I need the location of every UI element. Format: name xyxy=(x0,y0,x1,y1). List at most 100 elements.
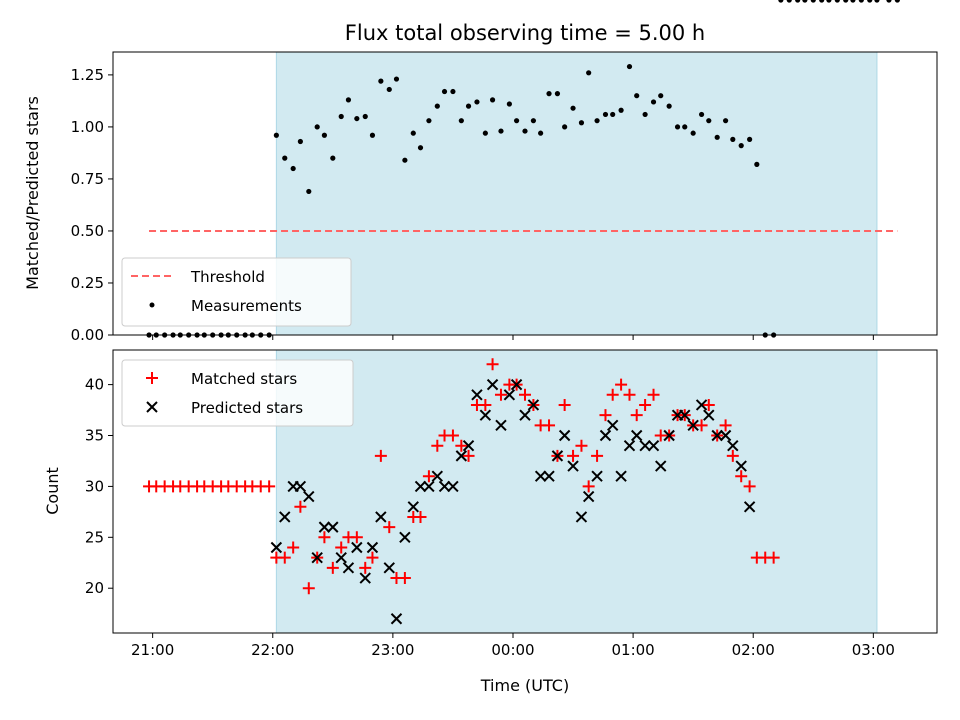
x-tick-label: 22:00 xyxy=(251,641,294,659)
measurement-point xyxy=(858,0,864,3)
measurement-point xyxy=(610,111,616,118)
count-panel: 20 25 30 35 40 21:00 22:00 23:00 00:00 01:00 02:0… xyxy=(43,349,938,659)
matched-star-point xyxy=(647,388,660,401)
predicted-star-point xyxy=(655,460,667,472)
predicted-star-point xyxy=(351,541,363,554)
matched-star-point xyxy=(318,531,331,544)
predicted-star-point xyxy=(623,439,636,452)
predicted-star-point xyxy=(294,480,307,493)
measurement-point xyxy=(642,111,648,118)
predicted-star-point xyxy=(703,409,715,421)
matched-star-point xyxy=(350,531,363,544)
measurement-point xyxy=(714,134,720,140)
predicted-star-point xyxy=(327,521,339,533)
predicted-star-point xyxy=(431,470,444,482)
ratio-y-tick-label: 1.25 xyxy=(71,66,104,84)
measurement-point xyxy=(538,130,544,136)
predicted-star-point xyxy=(359,572,371,584)
matched-legend-label: Matched stars xyxy=(191,370,297,388)
matched-star-point xyxy=(383,521,396,534)
matched-star-point xyxy=(519,388,531,401)
matched-star-point xyxy=(695,419,708,432)
predicted-star-point xyxy=(527,399,540,411)
predicted-star-point xyxy=(366,541,379,554)
predicted-star-point xyxy=(270,541,283,554)
predicted-star-point xyxy=(279,511,291,523)
x-tick-label: 03:00 xyxy=(852,641,895,659)
predicted-star-point xyxy=(591,470,603,482)
ratio-y-tick-label: 1.00 xyxy=(71,118,104,136)
measurement-point xyxy=(393,76,400,82)
matched-star-point xyxy=(615,378,628,391)
predicted-star-point xyxy=(606,419,619,432)
measurement-point xyxy=(778,0,784,3)
predicted-star-point xyxy=(743,501,756,513)
measurement-point xyxy=(650,99,657,105)
predicted-star-point xyxy=(479,409,492,421)
measurement-point xyxy=(747,136,753,142)
measurement-point xyxy=(867,0,873,3)
matched-star-point xyxy=(486,358,499,371)
measurement-point xyxy=(489,97,496,103)
matched-star-point xyxy=(374,449,387,462)
predicted-star-point xyxy=(423,480,435,493)
matched-star-point xyxy=(743,480,756,493)
count-panel-frame xyxy=(112,349,938,634)
measurement-point xyxy=(513,118,520,124)
measurement-point xyxy=(886,0,892,3)
measurement-point xyxy=(273,132,279,138)
measurement-point xyxy=(321,132,328,138)
matched-star-point xyxy=(719,419,732,432)
measurement-point xyxy=(546,91,552,97)
predicted-star-point xyxy=(486,378,499,391)
predicted-star-point xyxy=(551,450,564,462)
matched-star-point xyxy=(431,439,444,452)
measurement-point xyxy=(410,130,416,136)
measurement-point xyxy=(338,113,344,120)
measurement-point xyxy=(850,0,856,3)
predicted-star-point xyxy=(311,551,323,564)
ratio-y-tick-label: 0.50 xyxy=(71,222,104,240)
predicted-star-point xyxy=(510,378,523,391)
matched-star-point xyxy=(630,409,643,422)
measurement-point xyxy=(417,145,424,151)
measurements-legend-label: Measurements xyxy=(191,297,302,315)
predicted-star-point xyxy=(631,429,643,442)
measurement-point xyxy=(810,0,816,3)
measurement-point xyxy=(330,155,336,161)
measurement-point xyxy=(314,124,320,130)
predicted-star-point xyxy=(303,490,315,503)
matched-legend-swatch xyxy=(146,372,158,384)
matched-star-point xyxy=(462,449,475,462)
predicted-star-point xyxy=(342,562,355,574)
threshold-legend-label: Threshold xyxy=(190,268,265,286)
x-tick-label: 23:00 xyxy=(371,641,414,659)
measurement-point xyxy=(795,0,801,3)
measurement-point xyxy=(362,113,368,120)
matched-star-point xyxy=(287,541,300,554)
measurement-point xyxy=(482,130,488,136)
predicted-star-point xyxy=(462,439,475,452)
measurement-point xyxy=(378,78,384,84)
matched-star-point xyxy=(543,419,556,432)
matched-star-point xyxy=(582,480,595,493)
matched-star-point xyxy=(398,572,411,585)
count-observing-span xyxy=(275,349,878,634)
predicted-star-point xyxy=(375,511,387,523)
measurement-point xyxy=(618,107,624,113)
count-y-tick-label: 40 xyxy=(85,376,104,394)
measurement-point xyxy=(554,91,561,97)
matched-star-point xyxy=(575,439,588,452)
x-tick-label: 02:00 xyxy=(732,641,775,659)
matched-star-point xyxy=(599,409,612,422)
predicted-star-point xyxy=(679,409,691,421)
measurement-point xyxy=(730,136,736,142)
ratio-y-tick-label: 0.75 xyxy=(71,170,104,188)
matched-star-point xyxy=(558,398,571,411)
measurement-point xyxy=(602,111,609,118)
ratio-legend-box xyxy=(121,257,352,327)
measurement-point xyxy=(570,105,576,111)
predicted-star-point xyxy=(647,439,660,452)
measurement-point xyxy=(369,132,376,138)
